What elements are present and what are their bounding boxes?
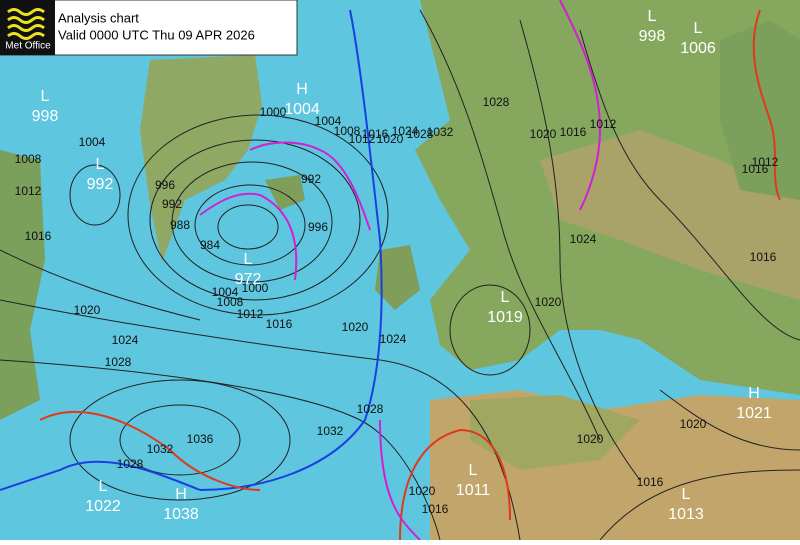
isobar-label: 1036 <box>187 432 214 446</box>
center-pressure: 972 <box>235 271 262 288</box>
center-type: H <box>748 385 760 402</box>
isobar-label: 1020 <box>409 484 436 498</box>
isobar-label: 1032 <box>427 125 454 139</box>
center-pressure: 1038 <box>163 506 199 523</box>
isobar-label: 1012 <box>15 184 42 198</box>
center-pressure: 1004 <box>284 101 320 118</box>
isobar-label: 1020 <box>530 127 557 141</box>
isobar-label: 1012 <box>752 155 779 169</box>
isobar-label: 996 <box>155 178 175 192</box>
isobar-label: 1004 <box>79 135 106 149</box>
center-type: L <box>99 478 108 495</box>
isobar-label: 1000 <box>260 105 287 119</box>
fronts <box>0 0 781 541</box>
isobar-label: 1032 <box>317 424 344 438</box>
center-pressure: 1013 <box>668 506 704 523</box>
isobar-labels: 1008101210161004996992988984100010041008… <box>15 95 779 516</box>
isobar-label: 1004 <box>212 285 239 299</box>
isobar-label: 1016 <box>266 317 293 331</box>
isobar-label: 1020 <box>680 417 707 431</box>
isobar-label: 1020 <box>74 303 101 317</box>
logo-text: Met Office <box>5 41 51 52</box>
isobar-label: 1000 <box>242 281 269 295</box>
isobar-label: 1024 <box>570 232 597 246</box>
center-type: L <box>244 251 253 268</box>
isobar-label: 1004 <box>315 114 342 128</box>
isobar-label: 1016 <box>750 250 777 264</box>
center-pressure: 1021 <box>736 405 772 422</box>
isobar-label: 1016 <box>637 475 664 489</box>
isobar-label: 1024 <box>380 332 407 346</box>
valid-time: Valid 0000 UTC Thu 09 APR 2026 <box>58 27 255 42</box>
isobar-label: 1020 <box>577 432 604 446</box>
isobar-label: 1012 <box>237 307 264 321</box>
isobar-label: 1032 <box>147 442 174 456</box>
isobar-label: 1016 <box>25 229 52 243</box>
chart-title: Analysis chart <box>58 10 139 25</box>
center-pressure: 998 <box>32 108 59 125</box>
isobar-label: 984 <box>200 238 220 252</box>
isobar-label: 1028 <box>105 355 132 369</box>
logo-waves <box>7 8 45 40</box>
isobar-label: 1016 <box>422 502 449 516</box>
center-pressure: 1019 <box>487 309 523 326</box>
isobar-label: 1028 <box>357 402 384 416</box>
center-pressure: 1006 <box>680 40 716 57</box>
isobar-label: 1024 <box>392 124 419 138</box>
isobar-label: 1028 <box>117 457 144 471</box>
isobar-label: 1008 <box>334 124 361 138</box>
center-pressure: 992 <box>87 176 114 193</box>
isobar-label: 992 <box>162 197 182 211</box>
center-type: H <box>175 486 187 503</box>
isobars <box>0 9 800 541</box>
center-pressure: 1011 <box>456 482 491 499</box>
center-type: L <box>96 156 105 173</box>
center-pressure: 1022 <box>85 498 121 515</box>
pressure-centers: L 998 L 992 H 1004 L 972 L 1019 H 1021 L 1011 L 1013 L 10… <box>32 8 772 523</box>
isobar-label: 1028 <box>407 127 434 141</box>
isobar-label: 996 <box>308 220 328 234</box>
center-type: L <box>648 8 657 25</box>
isobar-label: 992 <box>301 172 321 186</box>
isobar-label: 1020 <box>377 132 404 146</box>
center-type: H <box>296 81 308 98</box>
isobar-label: 1008 <box>15 152 42 166</box>
isobar-label: 1016 <box>560 125 587 139</box>
center-pressure: 998 <box>639 28 666 45</box>
isobar-label: 1020 <box>535 295 562 309</box>
header: Met Office Analysis chart Valid 0000 UTC… <box>0 0 298 56</box>
center-type: L <box>469 462 478 479</box>
isobar-label: 988 <box>170 218 190 232</box>
center-type: L <box>501 289 510 306</box>
isobar-label: 1012 <box>349 132 376 146</box>
center-type: L <box>682 486 691 503</box>
isobar-label: 1020 <box>342 320 369 334</box>
isobar-label: 1008 <box>217 295 244 309</box>
isobar-label: 1024 <box>112 333 139 347</box>
isobar-label: 1028 <box>483 95 510 109</box>
center-type: L <box>694 20 703 37</box>
isobar-label: 1012 <box>590 117 617 131</box>
center-type: L <box>41 88 50 105</box>
isobar-label: 1016 <box>742 162 769 176</box>
isobar-label: 1016 <box>362 127 389 141</box>
